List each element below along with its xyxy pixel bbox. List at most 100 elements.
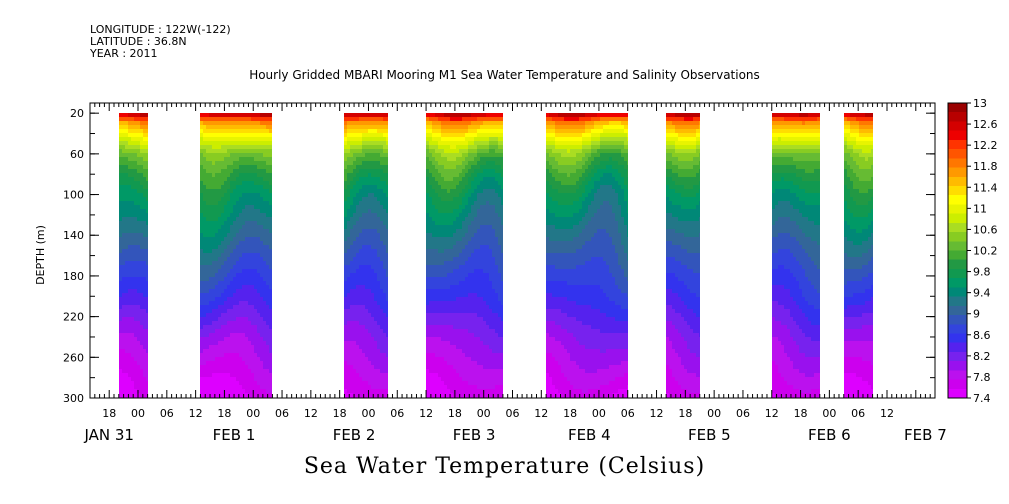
heatmap-cell [233,157,236,162]
heatmap-cell [215,225,218,230]
heatmap-cell [248,337,251,342]
heatmap-cell [426,241,429,246]
heatmap-cell [477,265,480,270]
heatmap-cell [254,205,257,210]
heatmap-cell [371,345,374,350]
heatmap-cell [212,385,215,390]
heatmap-cell [266,161,269,166]
heatmap-cell [468,261,471,266]
heatmap-cell [353,189,356,194]
heatmap-cell [212,169,215,174]
heatmap-cell [245,221,248,226]
heatmap-cell [215,341,218,346]
heatmap-cell [347,309,350,314]
heatmap-cell [122,297,125,302]
heatmap-cell [477,369,480,374]
heatmap-cell [206,385,209,390]
heatmap-cell [263,125,266,130]
heatmap-cell [432,373,435,378]
heatmap-cell [359,161,362,166]
heatmap-cell [233,173,236,178]
heatmap-cell [131,189,134,194]
heatmap-cell [218,205,221,210]
heatmap-cell [344,341,347,346]
heatmap-cell [359,193,362,198]
heatmap-cell [128,373,131,378]
heatmap-cell [441,293,444,298]
heatmap-cell [447,297,450,302]
heatmap-cell [368,225,371,230]
heatmap-cell [438,353,441,358]
heatmap-cell [371,153,374,158]
heatmap-cell [221,129,224,134]
heatmap-cell [377,193,380,198]
heatmap-cell [203,301,206,306]
heatmap-cell [356,209,359,214]
heatmap-cell [254,165,257,170]
heatmap-cell [131,249,134,254]
heatmap-cell [128,249,131,254]
heatmap-cell [383,121,386,126]
heatmap-cell [432,153,435,158]
heatmap-cell [212,161,215,166]
heatmap-cell [134,197,137,202]
heatmap-cell [200,201,203,206]
heatmap-cell [344,313,347,318]
heatmap-cell [239,389,242,394]
heatmap-cell [203,121,206,126]
heatmap-cell [438,313,441,318]
heatmap-cell [257,193,260,198]
heatmap-cell [137,169,140,174]
heatmap-cell [426,301,429,306]
heatmap-cell [365,245,368,250]
heatmap-cell [441,313,444,318]
heatmap-cell [140,197,143,202]
heatmap-cell [444,129,447,134]
heatmap-cell [239,289,242,294]
heatmap-cell [453,113,456,118]
heatmap-cell [438,297,441,302]
heatmap-cell [450,349,453,354]
heatmap-cell [468,317,471,322]
heatmap-cell [203,241,206,246]
heatmap-cell [134,161,137,166]
heatmap-cell [368,137,371,142]
heatmap-cell [119,285,122,290]
heatmap-cell [122,229,125,234]
heatmap-cell [263,161,266,166]
heatmap-cell [477,173,480,178]
heatmap-cell [429,321,432,326]
heatmap-cell [119,201,122,206]
heatmap-cell [221,317,224,322]
heatmap-cell [474,209,477,214]
heatmap-cell [206,181,209,186]
heatmap-cell [236,161,239,166]
heatmap-cell [468,145,471,150]
heatmap-cell [474,309,477,314]
heatmap-cell [429,217,432,222]
heatmap-cell [356,157,359,162]
heatmap-cell [429,205,432,210]
heatmap-cell [269,269,272,274]
heatmap-cell [465,177,468,182]
heatmap-cell [218,285,221,290]
heatmap-cell [131,357,134,362]
heatmap-cell [257,349,260,354]
heatmap-cell [432,137,435,142]
heatmap-cell [119,141,122,146]
heatmap-cell [386,141,388,146]
heatmap-cell [242,197,245,202]
heatmap-cell [125,389,128,394]
heatmap-cell [483,141,486,146]
heatmap-cell [218,357,221,362]
heatmap-cell [371,189,374,194]
heatmap-cell [374,261,377,266]
heatmap-cell [377,341,380,346]
heatmap-cell [251,205,254,210]
heatmap-cell [365,333,368,338]
heatmap-cell [203,377,206,382]
heatmap-cell [122,133,125,138]
heatmap-cell [206,293,209,298]
heatmap-cell [480,113,483,118]
heatmap-cell [477,161,480,166]
